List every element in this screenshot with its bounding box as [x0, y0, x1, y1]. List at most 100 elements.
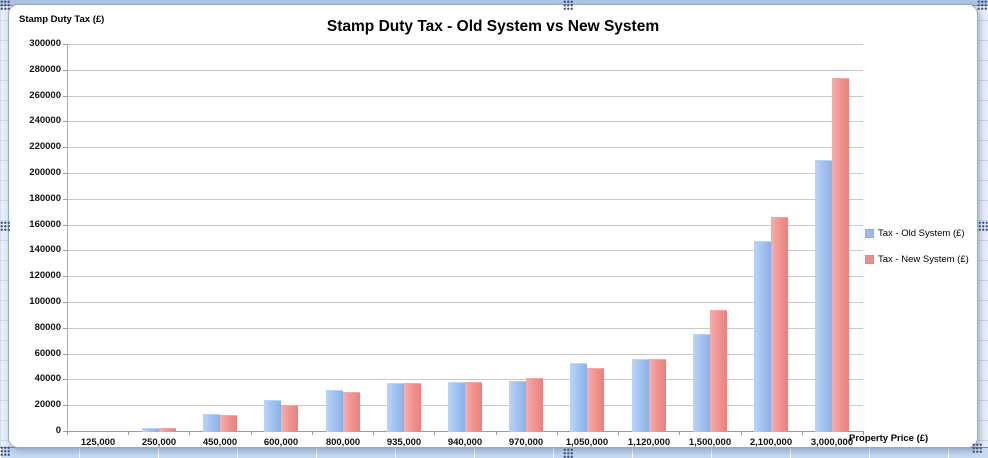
y-axis-title: Stamp Duty Tax (£)	[19, 14, 105, 25]
x-tick-label: 1,120,000	[627, 437, 671, 448]
bar-old-system-935,000[interactable]	[387, 383, 404, 432]
bar-old-system-250,000[interactable]	[142, 428, 159, 432]
y-axis-tick	[63, 354, 67, 355]
selection-handle-top-left[interactable]	[0, 0, 10, 10]
x-axis-tick	[189, 431, 190, 435]
y-tick-label: 200000	[29, 167, 61, 178]
x-axis-tick	[312, 431, 313, 435]
y-tick-label: 240000	[29, 115, 61, 126]
y-axis-tick	[63, 70, 67, 71]
y-tick-label: 160000	[29, 219, 61, 230]
legend-swatch-new-system-icon	[865, 254, 874, 264]
x-tick-label: 1,500,000	[688, 437, 732, 448]
bar-new-system-450,000[interactable]	[220, 415, 237, 432]
legend-item-old-system[interactable]: Tax - Old System (£)	[865, 224, 977, 242]
selection-handle-bottom-right[interactable]	[972, 443, 982, 453]
y-axis-line	[67, 44, 68, 431]
y-gridline	[67, 379, 863, 380]
x-tick-label: 125,000	[80, 437, 116, 448]
legend-item-new-system[interactable]: Tax - New System (£)	[865, 250, 977, 268]
y-gridline	[67, 276, 863, 277]
selection-handle-bottom-center[interactable]	[563, 448, 573, 458]
x-tick-label: 1,050,000	[565, 437, 609, 448]
y-axis-tick	[63, 379, 67, 380]
bar-old-system-450,000[interactable]	[203, 414, 220, 432]
y-tick-label: 260000	[29, 90, 61, 101]
bar-old-system-1,500,000[interactable]	[693, 334, 710, 432]
bar-new-system-250,000[interactable]	[159, 428, 176, 432]
x-axis-tick	[863, 431, 864, 435]
bar-new-system-3,000,000[interactable]	[832, 78, 849, 432]
x-tick-label: 250,000	[141, 437, 177, 448]
y-tick-label: 100000	[29, 296, 61, 307]
bar-new-system-2,100,000[interactable]	[771, 217, 788, 432]
y-axis-tick	[63, 250, 67, 251]
x-tick-label: 935,000	[386, 437, 422, 448]
x-axis-tick	[557, 431, 558, 435]
selection-handle-top-right[interactable]	[977, 0, 987, 10]
bar-old-system-3,000,000[interactable]	[815, 160, 832, 432]
bar-new-system-940,000[interactable]	[465, 382, 482, 432]
bar-old-system-970,000[interactable]	[509, 381, 526, 432]
y-axis-tick	[63, 328, 67, 329]
bar-old-system-940,000[interactable]	[448, 382, 465, 432]
selection-handle-top-center[interactable]	[563, 0, 573, 10]
y-tick-label: 180000	[29, 193, 61, 204]
y-axis-tick	[63, 173, 67, 174]
bar-new-system-800,000[interactable]	[343, 392, 360, 432]
x-tick-label: 800,000	[325, 437, 361, 448]
bar-old-system-1,050,000[interactable]	[570, 363, 587, 432]
x-axis-tick	[741, 431, 742, 435]
x-tick-label: 940,000	[447, 437, 483, 448]
bar-old-system-600,000[interactable]	[264, 400, 281, 432]
bar-new-system-935,000[interactable]	[404, 383, 421, 432]
y-tick-label: 60000	[34, 348, 61, 359]
x-tick-label: 600,000	[263, 437, 299, 448]
x-axis-tick	[496, 431, 497, 435]
chart-object[interactable]: Stamp Duty Tax - Old System vs New Syste…	[8, 4, 978, 448]
x-axis-tick	[679, 431, 680, 435]
x-axis-tick	[373, 431, 374, 435]
legend-label-old-system: Tax - Old System (£)	[878, 227, 965, 239]
y-gridline	[67, 147, 863, 148]
y-axis-tick	[63, 147, 67, 148]
bar-old-system-1,120,000[interactable]	[632, 359, 649, 432]
y-gridline	[67, 70, 863, 71]
chart-legend: Tax - Old System (£) Tax - New System (£…	[865, 224, 977, 276]
selection-handle-mid-left[interactable]	[0, 221, 10, 231]
chart-title: Stamp Duty Tax - Old System vs New Syste…	[326, 18, 660, 35]
selection-handle-mid-right[interactable]	[978, 221, 988, 231]
y-tick-label: 280000	[29, 64, 61, 75]
bar-new-system-1,050,000[interactable]	[587, 368, 604, 432]
y-axis-tick	[63, 121, 67, 122]
y-tick-label: 80000	[34, 322, 61, 333]
bar-new-system-600,000[interactable]	[281, 405, 298, 432]
bar-old-system-800,000[interactable]	[326, 390, 343, 432]
y-tick-label: 0	[55, 425, 61, 436]
y-gridline	[67, 121, 863, 122]
x-axis-title: Property Price (£)	[849, 433, 929, 444]
x-axis-tick	[618, 431, 619, 435]
y-tick-label: 300000	[29, 38, 61, 49]
x-axis-tick	[434, 431, 435, 435]
x-axis-tick	[251, 431, 252, 435]
x-axis-tick	[67, 431, 68, 435]
x-tick-label: 3,000,000	[810, 437, 854, 448]
y-gridline	[67, 44, 863, 45]
bar-new-system-1,500,000[interactable]	[710, 310, 727, 432]
y-axis-tick	[63, 96, 67, 97]
legend-label-new-system: Tax - New System (£)	[878, 253, 969, 265]
y-gridline	[67, 225, 863, 226]
y-gridline	[67, 302, 863, 303]
y-tick-label: 40000	[34, 373, 61, 384]
bar-new-system-1,120,000[interactable]	[649, 359, 666, 432]
bar-old-system-2,100,000[interactable]	[754, 241, 771, 432]
y-gridline	[67, 250, 863, 251]
y-axis-tick	[63, 302, 67, 303]
x-axis-tick	[802, 431, 803, 435]
bar-new-system-970,000[interactable]	[526, 378, 543, 432]
selection-handle-bottom-left[interactable]	[0, 446, 10, 456]
x-axis-tick	[128, 431, 129, 435]
legend-swatch-old-system-icon	[865, 228, 874, 238]
